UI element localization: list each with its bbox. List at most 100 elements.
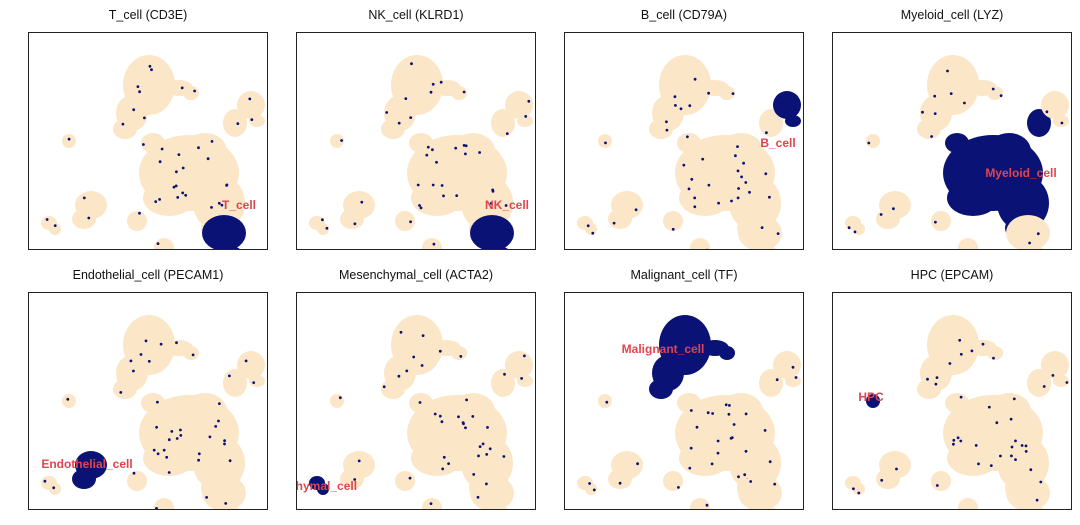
expressing-cell-dot [933, 94, 937, 98]
expressing-cell-dot [155, 507, 158, 509]
cell-cluster-g [1041, 351, 1069, 387]
cell-cluster-shape [237, 351, 265, 379]
cell-cluster-shape [876, 209, 900, 229]
expressing-cell-dot [435, 160, 438, 164]
cell-cluster-shape [202, 475, 246, 509]
cell-cluster-shape [773, 351, 801, 379]
expressing-cell-dot [67, 137, 71, 141]
expressing-cell-dot [673, 95, 677, 99]
expressing-cell-dot [43, 479, 47, 483]
expressing-cell-dot [419, 206, 423, 210]
cell-cluster-shape [143, 440, 195, 476]
cell-cluster-shape [113, 119, 137, 139]
expressing-cell-dot [959, 395, 963, 399]
cell-cluster-shape [223, 109, 247, 137]
expressing-cell-dot [132, 369, 135, 373]
expressing-cell-dot [464, 152, 467, 156]
cell-cluster-h [62, 394, 76, 408]
panel-title: HPC (EPCAM) [910, 268, 994, 282]
expressing-cell-dot [147, 359, 151, 363]
cell-cluster-shape [608, 209, 632, 229]
cell-cluster-g [237, 351, 265, 387]
expressing-cell-dot [690, 177, 694, 181]
cell-cluster-i [663, 471, 683, 491]
expressing-cell-dot [481, 442, 485, 446]
cell-cluster-g [773, 91, 801, 127]
cell-cluster-shape [585, 223, 597, 235]
cell-cluster-i [663, 211, 683, 231]
expressing-cell-dot [486, 426, 489, 429]
expressing-cell-dot [464, 144, 468, 148]
expressing-cell-dot [455, 194, 459, 198]
cell-cluster-f [41, 476, 61, 495]
expressing-cell-dot [776, 232, 780, 236]
expressing-cell-dot [462, 144, 466, 147]
expressing-cell-dot [748, 190, 751, 194]
cell-cluster-shape [470, 475, 514, 509]
expressing-cell-dot [439, 80, 443, 84]
expressing-cell-dot [711, 412, 714, 415]
cell-cluster-shape [49, 223, 61, 235]
cell-cluster-shape [1032, 507, 1044, 509]
expressing-cell-dot [136, 85, 140, 88]
cell-cluster-e [608, 451, 643, 489]
expressing-cell-dot [591, 231, 595, 235]
expressing-cell-dot [409, 220, 412, 224]
expressing-cell-dot [1028, 241, 1031, 245]
expressing-cell-dot [505, 132, 509, 135]
umap-panel: Endothelial_cell (PECAM1) Endothelial_cel… [28, 268, 268, 510]
expressing-cell-dot [220, 203, 224, 207]
cell-cluster-shape [1027, 109, 1051, 137]
expressing-cell-dot [138, 90, 141, 94]
expressing-cell-dot [158, 198, 162, 201]
expressing-cell-dot [224, 502, 228, 505]
expressing-cell-dot [53, 224, 57, 228]
cell-cluster-e [876, 451, 911, 489]
expressing-cell-dot [462, 90, 466, 94]
expressing-cell-dot [717, 201, 720, 205]
cell-cluster-shape [945, 393, 969, 413]
expressing-cell-dot [210, 140, 214, 143]
expressing-cell-dot [459, 355, 463, 358]
expressing-cell-dot [732, 423, 736, 426]
expressing-cell-dot [1036, 232, 1040, 236]
cell-cluster-shape [141, 133, 165, 153]
expressing-cell-dot [440, 420, 444, 424]
expressing-cell-dot [930, 135, 933, 138]
expressing-cell-dot [701, 157, 705, 161]
umap-plot-area: T_cell [28, 32, 268, 250]
cell-cluster-shape [113, 379, 137, 399]
cell-cluster-shape [917, 119, 941, 139]
cell-cluster-shape [679, 180, 731, 216]
cell-cluster-shape [228, 507, 240, 509]
cell-cluster-shape [381, 119, 405, 139]
umap-scatter: NK_cell [309, 55, 533, 249]
expressing-cell-dot [174, 184, 178, 188]
expressing-cell-dot [706, 411, 710, 415]
expressing-cell-dot [1039, 480, 1043, 484]
expressing-cell-dot [416, 183, 420, 187]
expressing-cell-dot [880, 478, 884, 482]
cell-cluster-h [598, 134, 612, 148]
panel-title: NK_cell (KLRD1) [368, 8, 464, 22]
cell-cluster-shape [690, 498, 710, 509]
expressing-cell-dot [933, 112, 937, 115]
cell-cluster-shape [649, 119, 673, 139]
expressing-cell-dot [946, 69, 949, 73]
expressing-cell-dot [892, 207, 895, 211]
cell-cluster-shape [154, 238, 174, 249]
expressing-cell-dot [952, 442, 955, 446]
cell-cluster-shape [987, 86, 1003, 100]
expressing-cell-dot [634, 208, 638, 212]
cell-cluster-shape [608, 469, 632, 489]
expressing-cell-dot [1014, 458, 1017, 461]
expressing-cell-dot [695, 425, 699, 429]
expressing-cell-dot [740, 175, 743, 179]
expressing-cell-dot [956, 436, 960, 440]
expressing-cell-dot [981, 342, 985, 346]
cell-cluster-a [917, 55, 1003, 139]
cell-cluster-shape [1053, 115, 1069, 127]
cell-cluster-shape [517, 115, 533, 127]
expressing-cell-dot [179, 434, 183, 437]
umap-scatter: HPC [845, 315, 1069, 509]
